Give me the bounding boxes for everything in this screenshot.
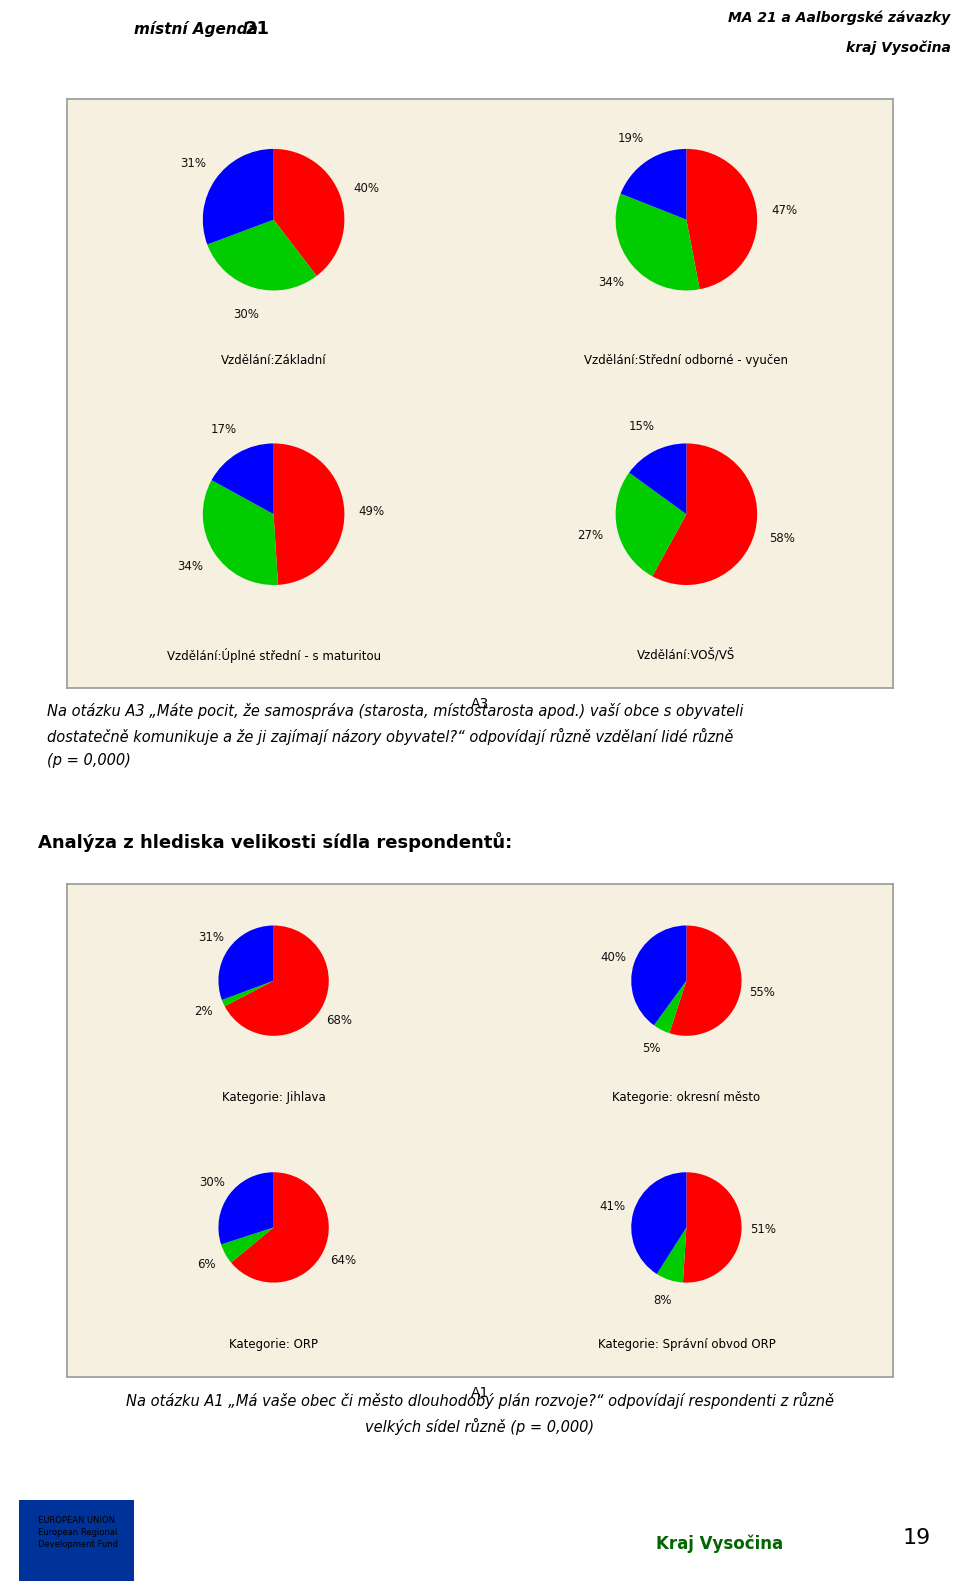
Text: 40%: 40% bbox=[601, 950, 627, 963]
Text: 64%: 64% bbox=[330, 1253, 356, 1267]
Text: Na otázku A3 „Máte pocit, že samospráva (starosta, místostarosta apod.) vaší obc: Na otázku A3 „Máte pocit, že samospráva … bbox=[47, 702, 744, 767]
Wedge shape bbox=[219, 1172, 274, 1245]
Wedge shape bbox=[683, 1172, 741, 1283]
Text: Kategorie: okresní město: Kategorie: okresní město bbox=[612, 1091, 760, 1105]
Wedge shape bbox=[654, 981, 686, 1033]
Wedge shape bbox=[274, 150, 345, 275]
Wedge shape bbox=[632, 1172, 686, 1274]
Wedge shape bbox=[686, 150, 757, 290]
Wedge shape bbox=[615, 473, 686, 576]
Text: místní Agenda: místní Agenda bbox=[134, 21, 264, 37]
Text: EUROPEAN UNION
European Regional
Development Fund: EUROPEAN UNION European Regional Develop… bbox=[38, 1516, 118, 1549]
Text: Vzdělání:Úplné střední - s maturitou: Vzdělání:Úplné střední - s maturitou bbox=[166, 648, 381, 662]
Wedge shape bbox=[657, 1227, 686, 1283]
Text: 15%: 15% bbox=[629, 420, 655, 433]
Text: Kategorie: ORP: Kategorie: ORP bbox=[229, 1337, 318, 1352]
Text: 58%: 58% bbox=[769, 532, 795, 544]
Text: 34%: 34% bbox=[178, 560, 204, 573]
Text: 6%: 6% bbox=[197, 1258, 216, 1270]
Bar bbox=[19, 1500, 134, 1581]
Text: A3: A3 bbox=[470, 697, 490, 710]
Wedge shape bbox=[615, 194, 700, 290]
Text: 47%: 47% bbox=[771, 204, 798, 217]
Wedge shape bbox=[225, 925, 328, 1036]
Text: 55%: 55% bbox=[749, 985, 775, 1000]
Wedge shape bbox=[620, 150, 686, 220]
Text: 49%: 49% bbox=[359, 505, 385, 517]
Text: 30%: 30% bbox=[233, 307, 259, 320]
Wedge shape bbox=[219, 925, 274, 1000]
Text: 21: 21 bbox=[245, 19, 270, 38]
Text: Vzdělání:VOŠ/VŠ: Vzdělání:VOŠ/VŠ bbox=[637, 648, 735, 662]
Wedge shape bbox=[632, 925, 686, 1025]
Wedge shape bbox=[652, 444, 757, 584]
Text: 19: 19 bbox=[903, 1528, 931, 1547]
Wedge shape bbox=[203, 481, 278, 584]
Text: Vzdělání:Střední odborné - vyučen: Vzdělání:Střední odborné - vyučen bbox=[585, 353, 788, 368]
Wedge shape bbox=[274, 444, 345, 584]
Text: 41%: 41% bbox=[600, 1199, 626, 1213]
Text: kraj Vysočina: kraj Vysočina bbox=[846, 40, 950, 56]
Text: 2%: 2% bbox=[194, 1006, 213, 1019]
Text: 31%: 31% bbox=[198, 930, 224, 944]
Text: MA 21 a Aalborgské závazky: MA 21 a Aalborgské závazky bbox=[728, 11, 950, 25]
Wedge shape bbox=[222, 981, 274, 1006]
Text: 30%: 30% bbox=[199, 1176, 225, 1189]
Wedge shape bbox=[231, 1172, 328, 1283]
Text: 40%: 40% bbox=[353, 181, 379, 194]
Text: 19%: 19% bbox=[618, 132, 644, 145]
Wedge shape bbox=[669, 925, 741, 1036]
Wedge shape bbox=[221, 1227, 274, 1262]
Text: 51%: 51% bbox=[750, 1223, 776, 1237]
Text: 34%: 34% bbox=[598, 275, 624, 288]
Text: Na otázku A1 „Má vaše obec či město dlouhodobý plán rozvoje?“ odpovídají respond: Na otázku A1 „Má vaše obec či město dlou… bbox=[126, 1391, 834, 1434]
Text: Analýza z hlediska velikosti sídla respondentů:: Analýza z hlediska velikosti sídla respo… bbox=[38, 833, 513, 852]
Wedge shape bbox=[211, 444, 274, 514]
Wedge shape bbox=[203, 150, 274, 245]
Wedge shape bbox=[207, 220, 317, 290]
Text: Kategorie: Správní obvod ORP: Kategorie: Správní obvod ORP bbox=[597, 1337, 776, 1352]
Text: Kraj Vysočina: Kraj Vysočina bbox=[657, 1535, 783, 1552]
Text: 17%: 17% bbox=[210, 423, 237, 436]
Wedge shape bbox=[629, 444, 686, 514]
Text: 27%: 27% bbox=[578, 529, 604, 543]
Text: 31%: 31% bbox=[180, 158, 205, 170]
Text: Vzdělání:Základní: Vzdělání:Základní bbox=[221, 353, 326, 368]
Text: A1: A1 bbox=[470, 1387, 490, 1399]
Text: 8%: 8% bbox=[654, 1294, 672, 1307]
Text: Kategorie: Jihlava: Kategorie: Jihlava bbox=[222, 1091, 325, 1105]
Text: 68%: 68% bbox=[326, 1014, 352, 1027]
Text: 5%: 5% bbox=[642, 1043, 660, 1055]
